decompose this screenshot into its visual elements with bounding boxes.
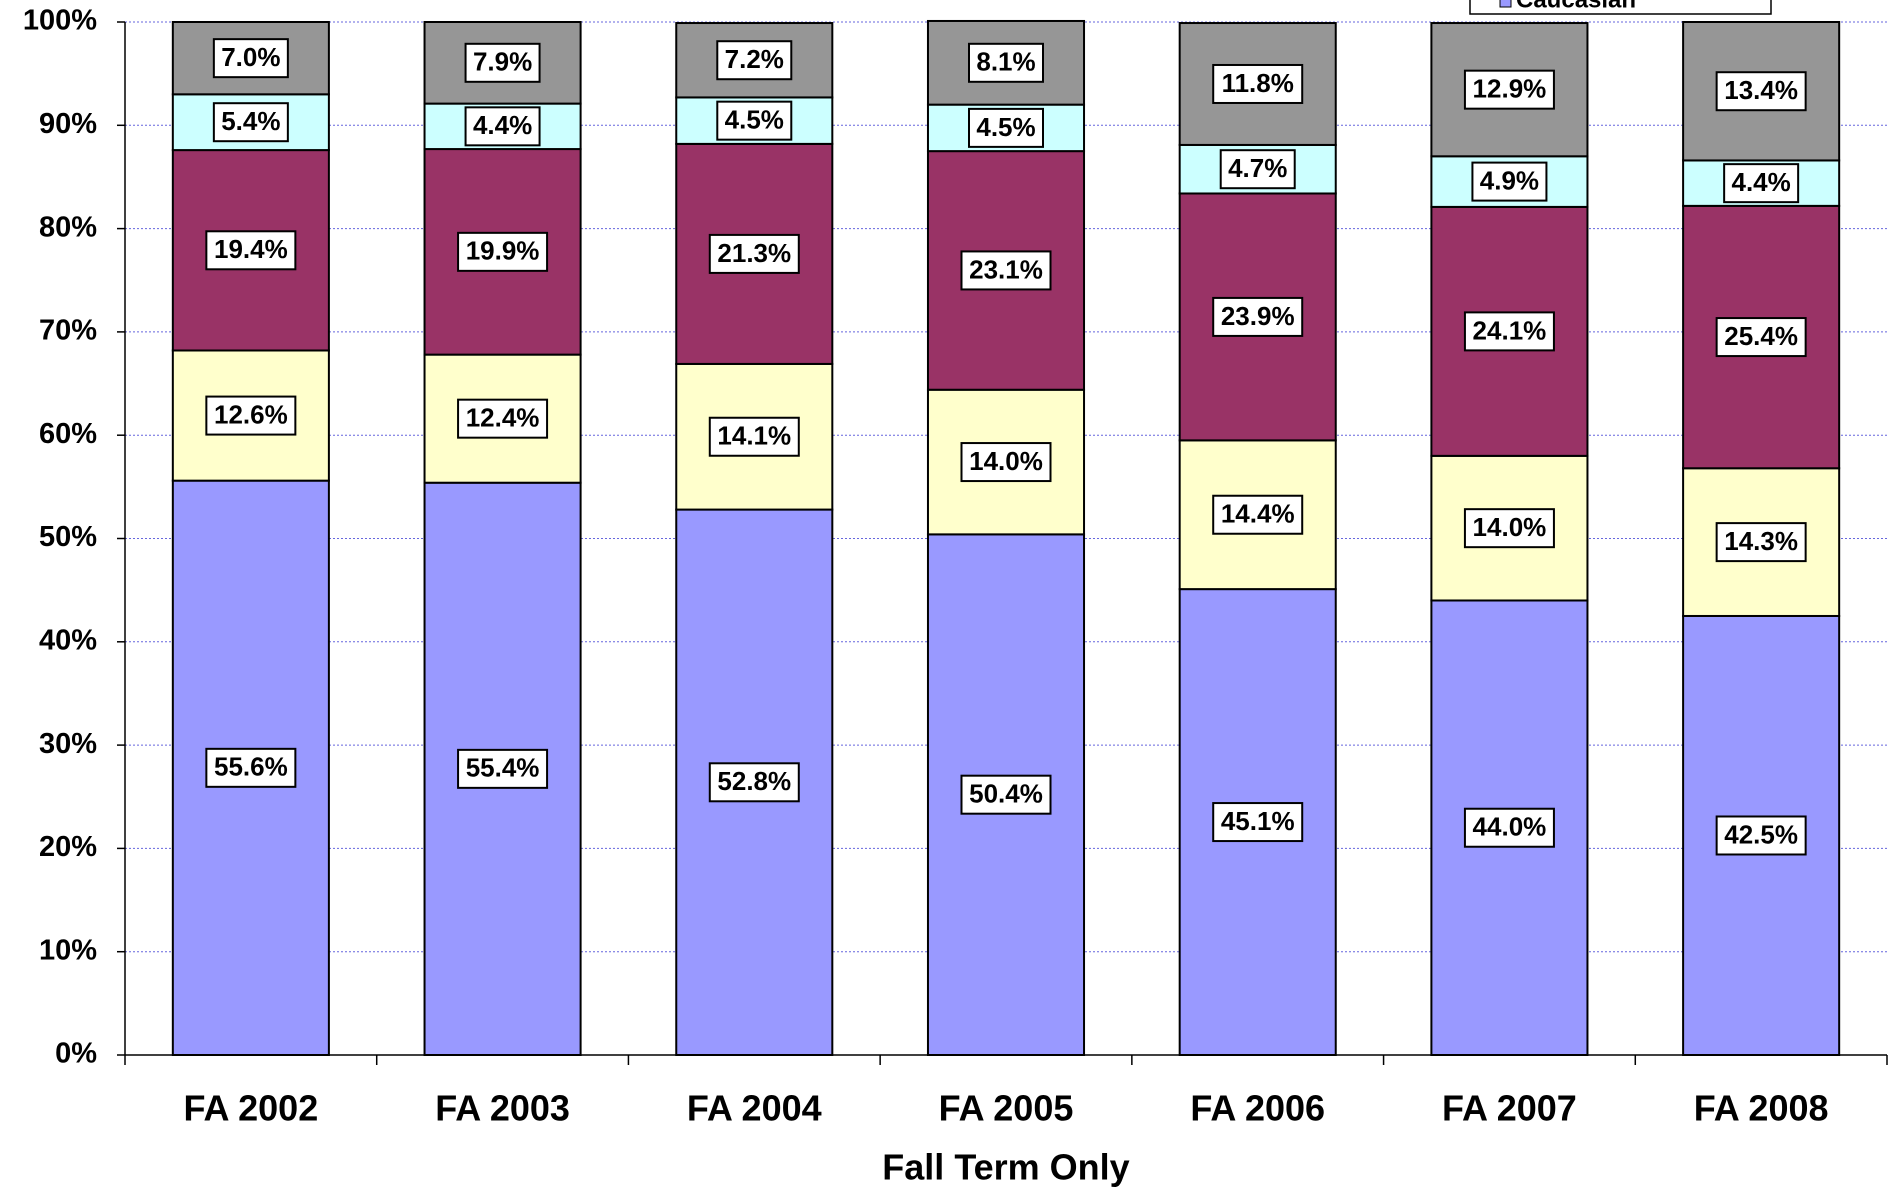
data-label: 4.5% (725, 105, 784, 135)
bar-segment (675, 142, 834, 365)
data-label-box (1212, 296, 1304, 337)
data-label: 23.9% (1221, 301, 1295, 331)
data-label-box (212, 102, 289, 143)
data-label: 11.8% (1222, 68, 1294, 98)
data-label-box (464, 106, 541, 147)
data-label-box (960, 442, 1052, 483)
data-label: 8.1% (976, 47, 1035, 77)
x-tick-label: FA 2007 (1442, 1088, 1577, 1129)
data-label: 25.4% (1724, 321, 1798, 351)
y-tick-label: 20% (39, 831, 97, 863)
data-label-box (960, 250, 1052, 291)
data-label: 4.9% (1480, 165, 1539, 195)
data-label: 7.0% (221, 42, 280, 72)
data-label-box (205, 395, 297, 436)
data-label: 42.5% (1724, 819, 1798, 849)
data-label-box (205, 747, 297, 788)
data-label: 13.4% (1724, 75, 1798, 105)
data-label-box (968, 107, 1044, 148)
data-label-box (968, 42, 1044, 83)
y-tick-label: 10% (39, 934, 97, 966)
legend-swatch (1499, 0, 1512, 8)
y-tick-label: 30% (39, 728, 97, 760)
data-label-box (1715, 317, 1807, 358)
data-label: 52.8% (717, 766, 791, 796)
data-label: 7.2% (725, 44, 784, 74)
data-label-box (1463, 807, 1555, 848)
legend-box (1469, 0, 1772, 15)
data-label-box (1471, 161, 1548, 202)
x-tick-label: FA 2005 (939, 1088, 1074, 1129)
data-label: 12.4% (466, 403, 540, 433)
x-axis-label: Fall Term Only (882, 1147, 1129, 1188)
data-label: 55.4% (466, 753, 540, 783)
data-label: 4.4% (473, 110, 532, 140)
data-label-box (716, 40, 793, 81)
data-label: 7.9% (473, 47, 532, 77)
data-label: 14.0% (1473, 512, 1547, 542)
data-label-box (1212, 494, 1304, 535)
data-label: 14.4% (1221, 499, 1295, 529)
x-tick-label: FA 2008 (1694, 1088, 1829, 1129)
data-label: 14.1% (717, 421, 791, 451)
x-tick-label: FA 2002 (183, 1088, 318, 1129)
data-label: 19.9% (466, 236, 540, 266)
data-label-box (708, 416, 800, 457)
y-tick-label: 40% (39, 624, 97, 656)
data-label: 24.1% (1473, 315, 1547, 345)
data-label-box (212, 38, 289, 79)
data-label: 12.6% (214, 399, 288, 429)
y-tick-label: 60% (39, 418, 97, 450)
data-label: 4.5% (976, 112, 1035, 142)
data-label: 45.1% (1221, 806, 1295, 836)
data-label-box (708, 233, 800, 274)
data-label-box (205, 230, 297, 271)
data-label-box (1715, 71, 1807, 112)
x-tick-label: FA 2004 (687, 1088, 822, 1129)
data-label-box (457, 398, 549, 439)
data-label-box (716, 100, 793, 141)
data-label-box (1463, 508, 1555, 549)
data-label-box (457, 748, 549, 789)
data-label-box (1723, 163, 1800, 204)
y-tick-label: 70% (39, 315, 97, 347)
data-label: 12.9% (1473, 74, 1547, 104)
data-label: 5.4% (221, 106, 280, 136)
data-label-box (1212, 63, 1304, 104)
data-label: 23.1% (969, 254, 1043, 284)
data-label: 4.7% (1228, 153, 1287, 183)
data-label: 55.6% (214, 752, 288, 782)
data-label-box (1219, 149, 1296, 190)
data-label: 50.4% (969, 779, 1043, 809)
x-tick-label: FA 2003 (435, 1088, 570, 1129)
legend-label: Caucasian (1516, 0, 1636, 13)
data-label: 14.0% (969, 446, 1043, 476)
data-label-box (960, 774, 1052, 815)
data-label: 44.0% (1473, 812, 1547, 842)
x-tick-label: FA 2006 (1190, 1088, 1325, 1129)
data-label-box (464, 42, 541, 83)
data-label-box (1463, 311, 1555, 352)
data-label-box (457, 231, 549, 272)
y-tick-label: 100% (23, 5, 97, 37)
data-label-box (1715, 815, 1807, 856)
y-tick-label: 80% (39, 211, 97, 243)
data-label-box (708, 762, 800, 803)
data-label: 21.3% (717, 238, 791, 268)
y-tick-label: 90% (39, 108, 97, 140)
y-tick-label: 0% (55, 1038, 97, 1070)
data-label: 19.4% (214, 234, 288, 264)
data-label: 4.4% (1732, 167, 1791, 197)
data-label: 14.3% (1724, 526, 1798, 556)
bar-segment (1178, 192, 1337, 442)
data-label-box (1212, 802, 1304, 843)
data-label-box (1463, 69, 1555, 110)
y-tick-label: 50% (39, 521, 97, 553)
data-label-box (1715, 522, 1807, 563)
